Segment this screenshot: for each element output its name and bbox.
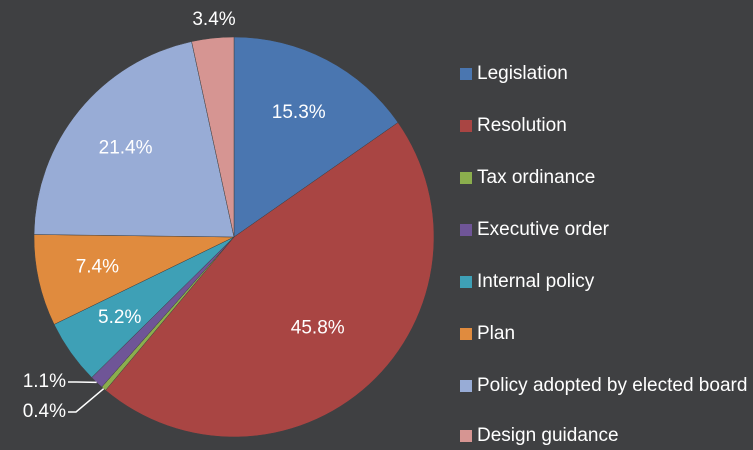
legend-label: Resolution: [477, 115, 567, 136]
pie-slice: [233, 36, 399, 238]
legend-label: Tax ordinance: [477, 167, 596, 188]
pie-slice: [191, 36, 235, 238]
legend-item: Legislation: [460, 64, 750, 84]
data-label: 45.8%: [291, 317, 345, 338]
legend-swatch: [460, 276, 472, 288]
leader-line: [68, 388, 105, 413]
data-label: 21.4%: [99, 137, 153, 158]
legend-swatch: [460, 224, 472, 236]
legend-label: Legislation: [477, 63, 568, 84]
legend-label: Internal policy: [477, 271, 595, 292]
legend-swatch: [460, 380, 472, 392]
pie-slice: [105, 122, 435, 438]
legend-item: Design guidance: [460, 426, 750, 446]
data-label: 1.1%: [23, 371, 66, 392]
data-label: 5.2%: [98, 307, 141, 328]
legend-label: Plan: [477, 323, 516, 344]
legend-label: Policy adopted by elected board: [477, 375, 748, 396]
legend-swatch: [460, 430, 472, 442]
legend-swatch: [460, 328, 472, 340]
legend-label: Executive order: [477, 219, 610, 240]
data-label: 0.4%: [23, 401, 66, 422]
legend-swatch: [460, 120, 472, 132]
legend-item: Executive order: [460, 220, 750, 240]
legend-item: Internal policy: [460, 272, 750, 292]
data-label: 7.4%: [76, 257, 119, 278]
data-label: 15.3%: [272, 102, 326, 123]
legend-item: Policy adopted by elected board: [460, 376, 750, 396]
legend-swatch: [460, 172, 472, 184]
legend-item: Plan: [460, 324, 750, 344]
legend-item: Tax ordinance: [460, 168, 750, 188]
pie-slice: [33, 41, 235, 238]
legend-item: Resolution: [460, 116, 750, 136]
legend-swatch: [460, 68, 472, 80]
data-label: 3.4%: [192, 9, 235, 30]
legend-label: Design guidance: [477, 425, 619, 446]
